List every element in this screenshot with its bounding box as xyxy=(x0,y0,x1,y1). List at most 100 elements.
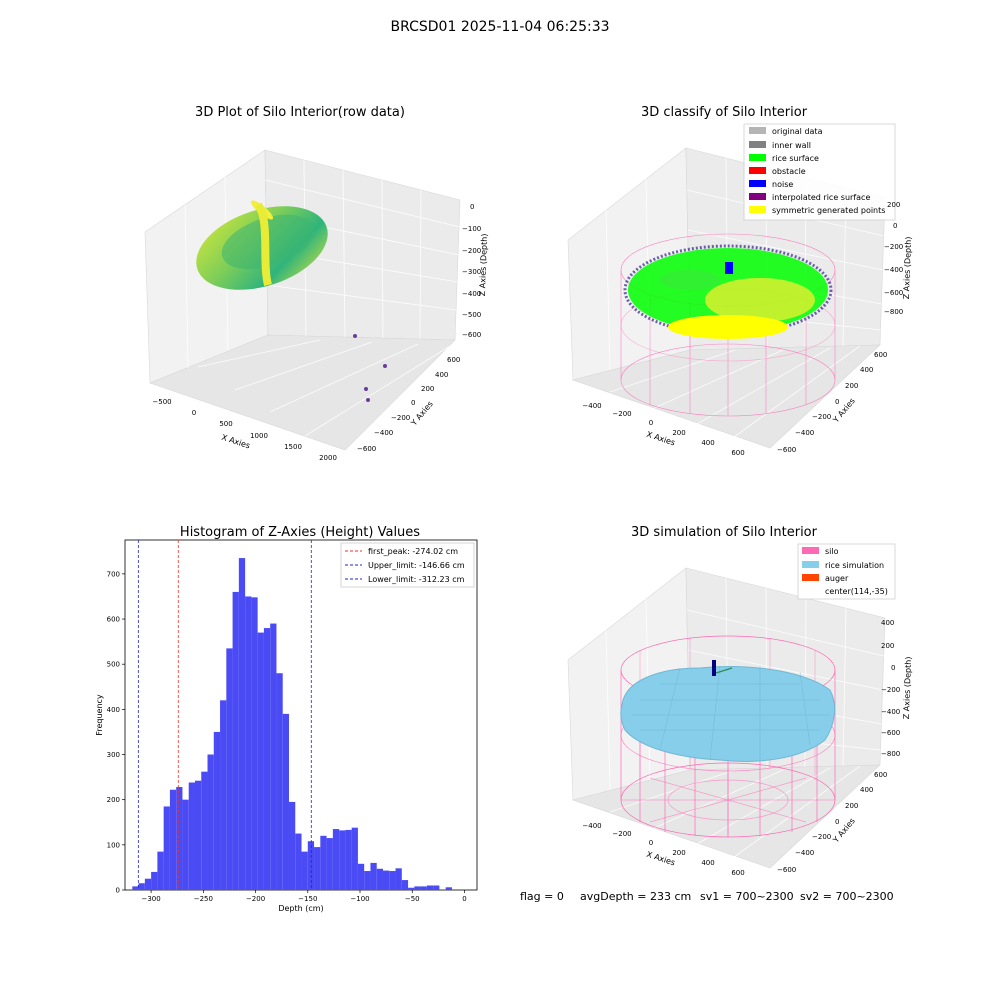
legend-first-peak: first_peak: -274.02 cm xyxy=(345,547,458,556)
svg-text:−600: −600 xyxy=(777,866,796,874)
histogram-bar xyxy=(238,558,246,890)
histogram-bar xyxy=(445,887,452,890)
svg-text:−600: −600 xyxy=(357,445,376,453)
svg-text:silo: silo xyxy=(825,547,839,556)
panel1-point-cloud xyxy=(196,200,328,290)
histogram-bar xyxy=(169,789,177,890)
svg-text:−600: −600 xyxy=(462,331,481,339)
svg-text:−600: −600 xyxy=(884,289,903,297)
histogram-bar xyxy=(314,847,321,890)
panel1-gridlines xyxy=(184,159,461,437)
figure-title: BRCSD01 2025-11-04 06:25:33 xyxy=(390,19,609,35)
histogram-bar xyxy=(295,833,302,890)
legend-original-data: original data xyxy=(749,127,823,136)
svg-text:−400: −400 xyxy=(374,429,393,437)
svg-text:−200: −200 xyxy=(812,413,831,421)
panel4-y-ticks: 600 400 200 0 −200 −400 −600 xyxy=(777,771,887,874)
legend-rice-surface: rice surface xyxy=(749,154,819,163)
svg-text:interpolated rice surface: interpolated rice surface xyxy=(772,193,870,202)
svg-text:200: 200 xyxy=(845,802,858,810)
svg-text:−400: −400 xyxy=(582,402,601,410)
histogram-bar xyxy=(176,787,183,890)
svg-text:rice surface: rice surface xyxy=(772,154,819,163)
svg-text:0: 0 xyxy=(192,409,196,417)
panel-simulation: 3D simulation of Silo Interior xyxy=(567,525,913,877)
histogram-bar xyxy=(326,838,333,890)
histogram-y-ticks: 0 100 200 300 400 500 600 700 xyxy=(107,570,125,895)
panel4-legend: silo rice simulation auger center(114,-3… xyxy=(797,543,896,600)
histogram-bar xyxy=(220,700,227,890)
svg-text:400: 400 xyxy=(701,859,714,867)
histogram-y-tick-label: 400 xyxy=(107,706,120,714)
svg-text:−300: −300 xyxy=(462,268,481,276)
legend-symmetric-generated-points: symmetric generated points xyxy=(749,206,885,215)
svg-text:rice simulation: rice simulation xyxy=(825,561,884,570)
legend-center: center(114,-35) xyxy=(825,587,888,596)
svg-text:400: 400 xyxy=(435,371,448,379)
svg-text:obstacle: obstacle xyxy=(772,167,806,176)
svg-text:−400: −400 xyxy=(582,822,601,830)
svg-text:400: 400 xyxy=(701,439,714,447)
panel3-title: Histogram of Z-Axies (Height) Values xyxy=(180,525,420,540)
flag-text: flag = 0 xyxy=(520,890,564,903)
legend-inner-wall: inner wall xyxy=(749,141,811,150)
svg-text:400: 400 xyxy=(860,786,873,794)
svg-text:200: 200 xyxy=(887,201,900,209)
histogram-y-tick-label: 200 xyxy=(107,796,120,804)
panel1-outlier-points xyxy=(353,334,387,402)
panel2-classified-points xyxy=(623,244,833,339)
svg-text:−500: −500 xyxy=(152,398,171,406)
svg-text:400: 400 xyxy=(860,366,873,374)
histogram-y-tick-label: 100 xyxy=(107,841,120,849)
histogram-bar xyxy=(370,862,377,890)
panel1-z-ticks: 0 −100 −200 −300 −400 −500 −600 xyxy=(462,203,481,339)
histogram-bar xyxy=(357,863,365,890)
histogram-bar xyxy=(288,801,296,890)
svg-text:−400: −400 xyxy=(795,849,814,857)
histogram-bar xyxy=(401,880,409,890)
panel2-x-ticks: −400 −200 0 200 400 600 xyxy=(582,402,744,457)
histogram-bar xyxy=(433,885,440,890)
histogram-bar xyxy=(332,829,340,890)
svg-text:−200: −200 xyxy=(884,243,903,251)
svg-text:first_peak: -274.02 cm: first_peak: -274.02 cm xyxy=(368,547,458,556)
panel2-zlabel: Z Axies (Depth) xyxy=(902,236,913,299)
svg-text:original data: original data xyxy=(772,127,823,136)
legend-silo: silo xyxy=(802,547,839,556)
panel1-x-ticks: −500 0 500 1000 1500 2000 xyxy=(152,398,337,462)
histogram-y-tick-label: 0 xyxy=(116,887,120,895)
svg-text:0: 0 xyxy=(649,419,653,427)
avg-depth-text: avgDepth = 233 cm xyxy=(580,890,691,903)
histogram-bar xyxy=(426,885,434,890)
svg-text:−200: −200 xyxy=(391,414,410,422)
svg-text:−100: −100 xyxy=(462,225,481,233)
histogram-x-tick-label: −50 xyxy=(405,895,420,903)
svg-text:symmetric generated points: symmetric generated points xyxy=(772,206,885,215)
histogram-bar xyxy=(414,886,421,890)
legend-noise: noise xyxy=(749,180,793,189)
panel2-legend: original data inner wall rice surface ob… xyxy=(743,123,896,221)
svg-text:−600: −600 xyxy=(777,446,796,454)
svg-text:600: 600 xyxy=(731,449,744,457)
svg-text:600: 600 xyxy=(874,771,887,779)
histogram-bar xyxy=(157,851,164,890)
svg-text:−800: −800 xyxy=(884,308,903,316)
histogram-bar xyxy=(132,886,139,890)
svg-text:−600: −600 xyxy=(881,729,900,737)
svg-text:0: 0 xyxy=(891,664,895,672)
svg-text:auger: auger xyxy=(825,574,849,583)
histogram-y-tick-label: 300 xyxy=(107,751,120,759)
legend-lower-limit: Lower_limit: -312.23 cm xyxy=(345,575,465,584)
sv1-text: sv1 = 700~2300 xyxy=(700,890,794,903)
legend-auger: auger xyxy=(802,574,849,583)
rice-simulation-surface xyxy=(620,665,836,762)
legend-rice-simulation: rice simulation xyxy=(802,561,884,570)
panel2-z-ticks: 200 0 −200 −400 −600 −800 xyxy=(884,201,903,316)
panel-raw-data: 3D Plot of Silo Interior(row data) xyxy=(144,105,489,462)
svg-text:center(114,-35): center(114,-35) xyxy=(825,587,888,596)
svg-text:−800: −800 xyxy=(881,750,900,758)
histogram-x-tick-label: 0 xyxy=(462,895,466,903)
svg-text:−200: −200 xyxy=(881,686,900,694)
histogram-y-tick-label: 500 xyxy=(107,661,120,669)
